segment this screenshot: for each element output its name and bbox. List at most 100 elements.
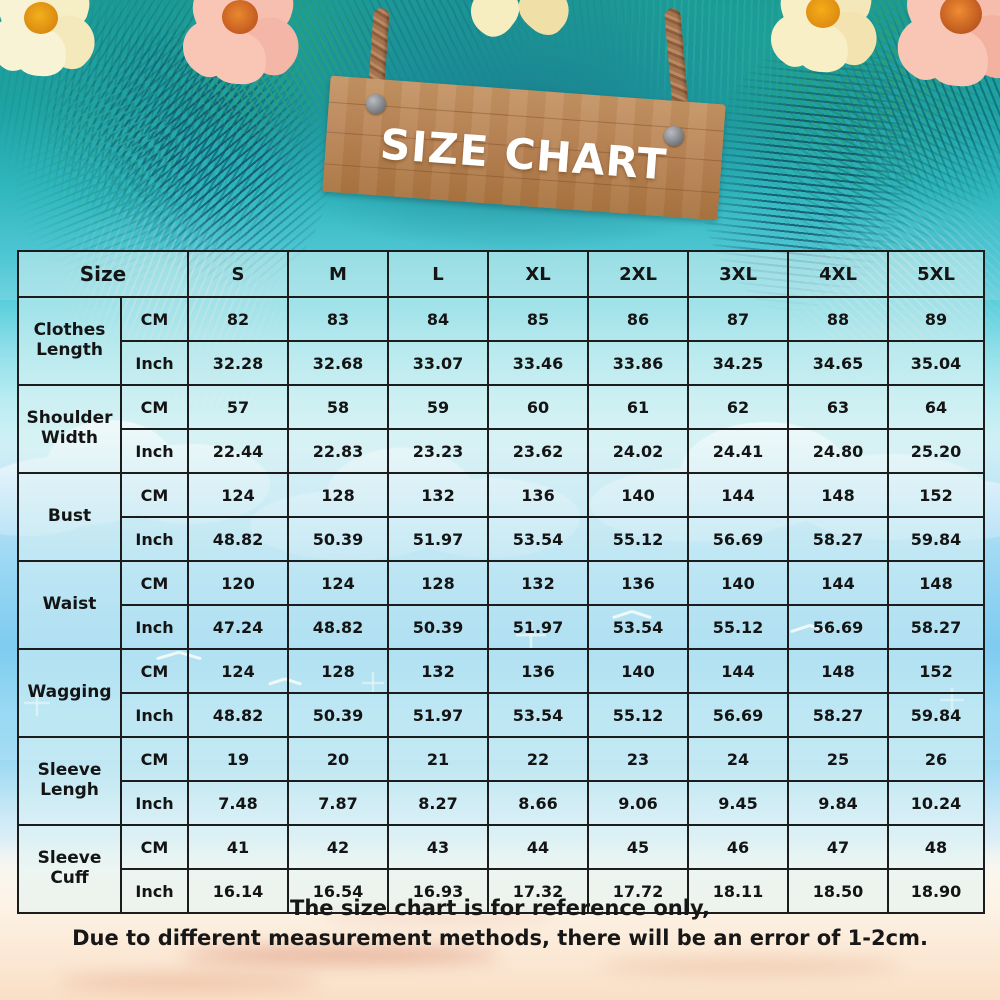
cell-wagging-cm-xl: 136 bbox=[487, 648, 589, 694]
cell-waist-inch-l: 50.39 bbox=[387, 604, 489, 650]
nail-icon bbox=[366, 94, 386, 114]
row-label-wagging: Wagging bbox=[17, 648, 122, 738]
cell-sleeve-length-inch-l: 8.27 bbox=[387, 780, 489, 826]
row-label-sleeve-length: Sleeve Lengh bbox=[17, 736, 122, 826]
cell-sleeve-cuff-cm-3xl: 46 bbox=[687, 824, 789, 870]
unit-inch: Inch bbox=[120, 516, 189, 562]
cell-sleeve-cuff-inch-s: 16.14 bbox=[187, 868, 289, 914]
cell-bust-cm-xl: 136 bbox=[487, 472, 589, 518]
cell-shoulder-width-inch-3xl: 24.41 bbox=[687, 428, 789, 474]
cell-clothes-length-inch-l: 33.07 bbox=[387, 340, 489, 386]
cell-bust-cm-2xl: 140 bbox=[587, 472, 689, 518]
cell-wagging-inch-5xl: 59.84 bbox=[887, 692, 985, 738]
unit-cm: CM bbox=[120, 736, 189, 782]
cell-bust-inch-5xl: 59.84 bbox=[887, 516, 985, 562]
unit-cm: CM bbox=[120, 472, 189, 518]
cell-sleeve-cuff-cm-m: 42 bbox=[287, 824, 389, 870]
table-row: Inch 32.28 32.68 33.07 33.46 33.86 34.25… bbox=[18, 340, 985, 386]
table-header-row: Size S M L XL 2XL 3XL 4XL 5XL bbox=[17, 250, 985, 298]
cell-wagging-inch-m: 50.39 bbox=[287, 692, 389, 738]
cell-waist-inch-3xl: 55.12 bbox=[687, 604, 789, 650]
cell-shoulder-width-inch-2xl: 24.02 bbox=[587, 428, 689, 474]
unit-inch: Inch bbox=[120, 340, 189, 386]
table-row: Wagging CM 124 128 132 136 140 144 148 1… bbox=[17, 648, 985, 738]
size-chart-table-wrapper: Size S M L XL 2XL 3XL 4XL 5XL Clothes Le… bbox=[17, 250, 985, 914]
cell-waist-cm-s: 120 bbox=[187, 560, 289, 606]
warm-streak-decoration bbox=[60, 976, 320, 988]
cell-bust-cm-l: 132 bbox=[387, 472, 489, 518]
cell-bust-cm-s: 124 bbox=[187, 472, 289, 518]
cell-shoulder-width-cm-s: 57 bbox=[187, 384, 289, 430]
row-label-bust: Bust bbox=[17, 472, 122, 562]
table-row: Inch 47.24 48.82 50.39 51.97 53.54 55.12… bbox=[18, 604, 985, 650]
disclaimer-line-1: The size chart is for reference only, bbox=[290, 896, 710, 920]
cell-clothes-length-inch-m: 32.68 bbox=[287, 340, 389, 386]
cell-sleeve-cuff-cm-s: 41 bbox=[187, 824, 289, 870]
unit-cm: CM bbox=[120, 648, 189, 694]
cell-sleeve-cuff-inch-3xl: 18.11 bbox=[687, 868, 789, 914]
cell-shoulder-width-cm-m: 58 bbox=[287, 384, 389, 430]
nail-icon bbox=[664, 126, 684, 146]
cell-shoulder-width-inch-xl: 23.62 bbox=[487, 428, 589, 474]
table-row: Bust CM 124 128 132 136 140 144 148 152 bbox=[17, 472, 985, 562]
cell-sleeve-length-inch-xl: 8.66 bbox=[487, 780, 589, 826]
cell-bust-cm-3xl: 144 bbox=[687, 472, 789, 518]
header-size-5xl: 5XL bbox=[887, 250, 985, 298]
table-row: Inch 48.82 50.39 51.97 53.54 55.12 56.69… bbox=[18, 516, 985, 562]
hibiscus-flower-icon bbox=[760, 0, 892, 88]
cell-sleeve-cuff-inch-l: 16.93 bbox=[387, 868, 489, 914]
header-size-3xl: 3XL bbox=[687, 250, 789, 298]
cell-wagging-inch-s: 48.82 bbox=[187, 692, 289, 738]
warm-streak-decoration bbox=[180, 948, 500, 962]
cell-shoulder-width-inch-s: 22.44 bbox=[187, 428, 289, 474]
cell-sleeve-cuff-cm-4xl: 47 bbox=[787, 824, 889, 870]
size-chart-table: Size S M L XL 2XL 3XL 4XL 5XL Clothes Le… bbox=[17, 250, 985, 914]
cell-shoulder-width-cm-4xl: 63 bbox=[787, 384, 889, 430]
cell-clothes-length-cm-xl: 85 bbox=[487, 296, 589, 342]
cell-wagging-inch-4xl: 58.27 bbox=[787, 692, 889, 738]
header-size-l: L bbox=[387, 250, 489, 298]
header-size-4xl: 4XL bbox=[787, 250, 889, 298]
header-size-2xl: 2XL bbox=[587, 250, 689, 298]
disclaimer-note: The size chart is for reference only, Du… bbox=[0, 893, 1000, 954]
table-row: Inch 22.44 22.83 23.23 23.62 24.02 24.41… bbox=[18, 428, 985, 474]
cell-wagging-cm-m: 128 bbox=[287, 648, 389, 694]
cell-bust-inch-2xl: 55.12 bbox=[587, 516, 689, 562]
row-label-waist: Waist bbox=[17, 560, 122, 650]
table-row: Waist CM 120 124 128 132 136 140 144 148 bbox=[17, 560, 985, 650]
header-size-m: M bbox=[287, 250, 389, 298]
table-row: Sleeve Cuff CM 41 42 43 44 45 46 47 48 bbox=[17, 824, 985, 914]
warm-streak-decoration bbox=[320, 912, 560, 922]
unit-cm: CM bbox=[120, 384, 189, 430]
cell-waist-cm-5xl: 148 bbox=[887, 560, 985, 606]
cell-wagging-cm-3xl: 144 bbox=[687, 648, 789, 694]
cell-shoulder-width-inch-5xl: 25.20 bbox=[887, 428, 985, 474]
cell-clothes-length-inch-5xl: 35.04 bbox=[887, 340, 985, 386]
cell-clothes-length-cm-3xl: 87 bbox=[687, 296, 789, 342]
cell-shoulder-width-cm-5xl: 64 bbox=[887, 384, 985, 430]
cell-waist-cm-4xl: 144 bbox=[787, 560, 889, 606]
cell-sleeve-length-cm-2xl: 23 bbox=[587, 736, 689, 782]
cell-wagging-cm-4xl: 148 bbox=[787, 648, 889, 694]
table-row: Inch 48.82 50.39 51.97 53.54 55.12 56.69… bbox=[18, 692, 985, 738]
cell-wagging-inch-l: 51.97 bbox=[387, 692, 489, 738]
cell-waist-cm-3xl: 140 bbox=[687, 560, 789, 606]
table-row: Inch 16.14 16.54 16.93 17.32 17.72 18.11… bbox=[18, 868, 985, 914]
cell-bust-inch-l: 51.97 bbox=[387, 516, 489, 562]
header-size-s: S bbox=[187, 250, 289, 298]
cell-bust-cm-4xl: 148 bbox=[787, 472, 889, 518]
cell-sleeve-cuff-cm-l: 43 bbox=[387, 824, 489, 870]
cell-waist-cm-xl: 132 bbox=[487, 560, 589, 606]
cell-sleeve-length-cm-xl: 22 bbox=[487, 736, 589, 782]
cell-sleeve-length-inch-3xl: 9.45 bbox=[687, 780, 789, 826]
cell-shoulder-width-inch-l: 23.23 bbox=[387, 428, 489, 474]
cell-bust-inch-m: 50.39 bbox=[287, 516, 389, 562]
cell-clothes-length-inch-2xl: 33.86 bbox=[587, 340, 689, 386]
table-row: Sleeve Lengh CM 19 20 21 22 23 24 25 26 bbox=[17, 736, 985, 826]
cell-clothes-length-inch-3xl: 34.25 bbox=[687, 340, 789, 386]
cell-sleeve-length-inch-2xl: 9.06 bbox=[587, 780, 689, 826]
cell-bust-cm-5xl: 152 bbox=[887, 472, 985, 518]
cell-sleeve-cuff-inch-m: 16.54 bbox=[287, 868, 389, 914]
row-label-sleeve-cuff: Sleeve Cuff bbox=[17, 824, 122, 914]
